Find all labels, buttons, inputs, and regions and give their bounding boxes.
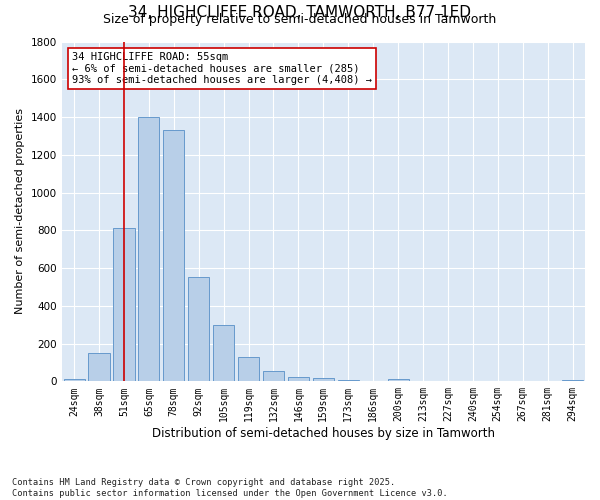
Text: 34, HIGHCLIFFE ROAD, TAMWORTH, B77 1ED: 34, HIGHCLIFFE ROAD, TAMWORTH, B77 1ED: [128, 5, 472, 20]
Bar: [64, 378, 85, 382]
Bar: [562, 380, 583, 382]
Bar: [338, 380, 359, 382]
Text: Contains HM Land Registry data © Crown copyright and database right 2025.
Contai: Contains HM Land Registry data © Crown c…: [12, 478, 448, 498]
Bar: [313, 378, 334, 382]
Bar: [138, 117, 160, 382]
Bar: [388, 378, 409, 382]
Bar: [188, 278, 209, 382]
Text: 34 HIGHCLIFFE ROAD: 55sqm
← 6% of semi-detached houses are smaller (285)
93% of : 34 HIGHCLIFFE ROAD: 55sqm ← 6% of semi-d…: [72, 52, 372, 85]
Bar: [288, 376, 309, 382]
Bar: [213, 324, 234, 382]
Y-axis label: Number of semi-detached properties: Number of semi-detached properties: [15, 108, 25, 314]
Bar: [113, 228, 134, 382]
Bar: [163, 130, 184, 382]
Bar: [88, 353, 110, 382]
X-axis label: Distribution of semi-detached houses by size in Tamworth: Distribution of semi-detached houses by …: [152, 427, 495, 440]
Bar: [263, 371, 284, 382]
Bar: [238, 357, 259, 382]
Text: Size of property relative to semi-detached houses in Tamworth: Size of property relative to semi-detach…: [103, 12, 497, 26]
